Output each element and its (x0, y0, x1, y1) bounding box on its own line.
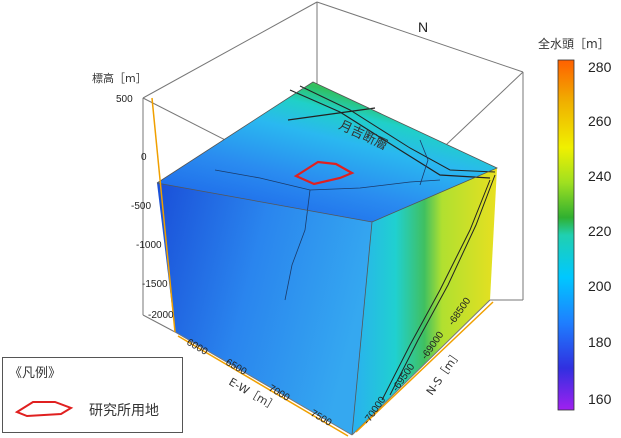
elevation-tick: -2000 (148, 310, 174, 321)
colorbar-tick: 220 (588, 223, 612, 239)
north-label: N (418, 19, 428, 35)
fault-line (289, 89, 491, 179)
fault-line-2 (299, 85, 496, 173)
block-top-face (157, 82, 497, 222)
elevation-tick: -500 (131, 201, 151, 212)
contour-line (214, 169, 441, 191)
elevation-tick: 0 (141, 152, 147, 163)
legend-item-label: 研究所用地 (89, 403, 159, 419)
colorbar-tick: 260 (588, 113, 612, 129)
ns-axis-line (355, 301, 494, 433)
contour-line (419, 139, 429, 186)
elevation-tick: -1500 (142, 279, 168, 290)
model-block (156, 81, 498, 436)
colorbar-tick: 280 (588, 59, 612, 75)
colorbar-tick: 160 (588, 391, 612, 407)
elevation-tick: -1000 (136, 240, 162, 251)
elevation-axis-line (151, 97, 176, 333)
colorbar: 全水頭［m］ 280 260 240 220 200 180 160 (538, 36, 612, 411)
research-site-legend-icon (14, 401, 74, 418)
colorbar-tick: 180 (588, 334, 612, 350)
block-right-face (352, 168, 497, 435)
colorbar-title: 全水頭［m］ (538, 36, 610, 51)
fault-plane-line (389, 174, 496, 396)
colorbar-tick: 240 (588, 168, 612, 184)
colorbar-tick: 200 (588, 278, 612, 294)
legend-title: 《凡例》 (9, 366, 62, 381)
research-site-outline (293, 160, 355, 186)
elevation-tick: 500 (116, 94, 133, 105)
ew-axis-line (177, 335, 349, 437)
elevation-axis-label: 標高［m］ (92, 71, 147, 85)
fault-strike-line (287, 107, 376, 121)
block-left-face (157, 183, 372, 435)
fault-plane-line (381, 179, 491, 401)
legend-box: 《凡例》 研究所用地 (2, 357, 183, 433)
colorbar-ramp (557, 59, 575, 411)
